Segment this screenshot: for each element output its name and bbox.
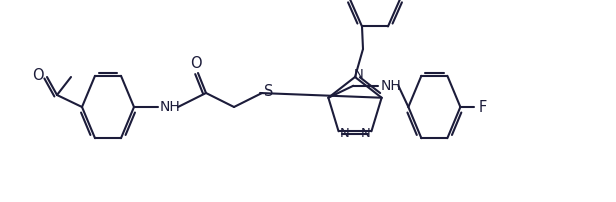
Text: O: O xyxy=(32,67,44,82)
Text: N: N xyxy=(339,127,349,140)
Text: NH: NH xyxy=(380,79,401,93)
Text: S: S xyxy=(264,83,274,99)
Text: N: N xyxy=(360,127,370,140)
Text: O: O xyxy=(190,57,202,72)
Text: NH: NH xyxy=(160,100,180,114)
Text: N: N xyxy=(354,67,364,81)
Text: F: F xyxy=(478,100,487,115)
